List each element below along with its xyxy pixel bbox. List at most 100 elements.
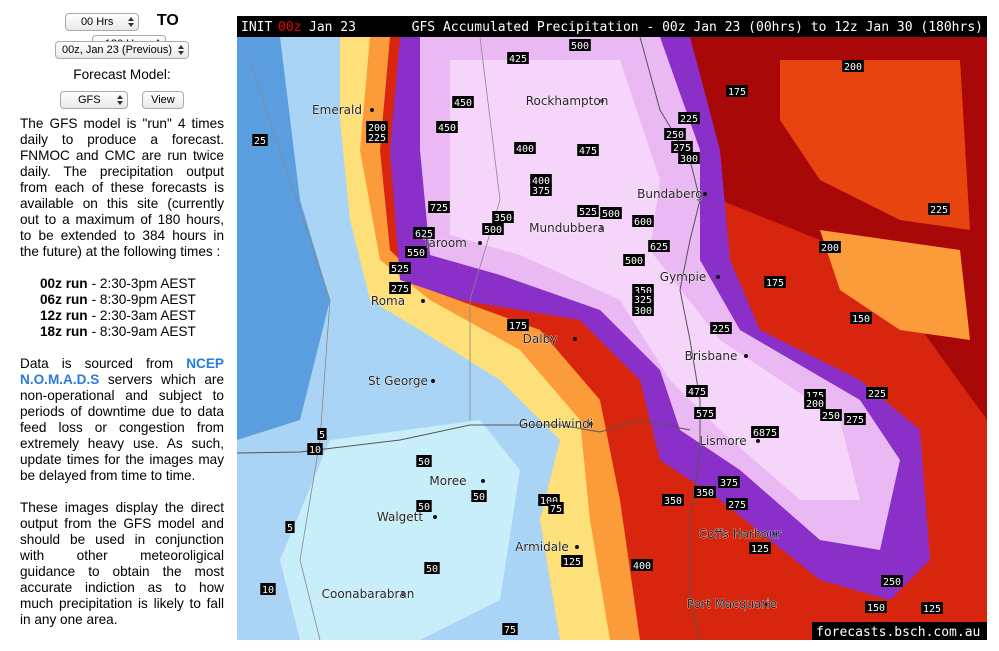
place-dot <box>370 108 374 112</box>
run-name: 00z run <box>40 276 88 291</box>
contour-label: 300 <box>634 306 652 317</box>
contour-label: 225 <box>712 324 730 335</box>
run-time: 06z run - 8:30-9pm AEST <box>40 292 224 308</box>
contour-label: 250 <box>666 130 684 141</box>
contour-label: 50 <box>473 492 485 503</box>
contour-label-bg <box>413 227 435 239</box>
contour-label: 575 <box>696 409 714 420</box>
view-button[interactable]: View <box>142 91 184 109</box>
contour-label: 200 <box>821 243 839 254</box>
contour-label-bg <box>928 203 950 215</box>
contour-label: 5 <box>319 430 325 441</box>
contour-label-bg <box>502 623 518 635</box>
place-dot <box>478 241 482 245</box>
run-value: 00z, Jan 23 (Previous) <box>61 44 173 56</box>
precip-band <box>820 230 970 340</box>
contour-label-bg <box>530 184 552 196</box>
contour-label: 350 <box>494 213 512 224</box>
credit-bg <box>812 622 987 640</box>
contour-label: 250 <box>822 411 840 422</box>
contour-label-bg <box>577 144 599 156</box>
contour-label-bg <box>492 211 514 223</box>
contour-label: 75 <box>550 504 562 515</box>
contour-label: 500 <box>602 209 620 220</box>
contour-label-bg <box>436 121 458 133</box>
contour-label-bg <box>865 601 887 613</box>
run-time-text: - 2:30-3am AEST <box>91 308 196 323</box>
contour-label: 375 <box>532 186 550 197</box>
select-arrow <box>128 17 135 27</box>
contour-label-bg <box>866 387 888 399</box>
map-header <box>237 16 987 37</box>
from-value: 00 Hrs <box>80 16 114 28</box>
contour-label: 350 <box>696 488 714 499</box>
run-time: 12z run - 2:30-3am AEST <box>40 308 224 324</box>
init-date: Jan 23 <box>309 20 356 35</box>
contour-label: 25 <box>254 136 266 147</box>
contour-label: 50 <box>418 502 430 513</box>
contour-label-bg <box>648 240 670 252</box>
contour-label-bg <box>317 428 327 440</box>
contour-label: 450 <box>454 98 472 109</box>
place-dot <box>589 422 593 426</box>
place-dot <box>600 99 604 103</box>
place-name: Roma <box>371 294 405 308</box>
source-link[interactable]: NCEP N.O.M.A.D.S <box>20 356 224 387</box>
run-select[interactable]: 00z, Jan 23 (Previous) <box>54 41 190 59</box>
contour-label-bg <box>416 455 432 467</box>
precip-band <box>450 60 860 500</box>
place-dot <box>573 337 577 341</box>
contour-label: 425 <box>509 54 527 65</box>
contour-label-bg <box>366 131 388 143</box>
run-time-text: - 8:30-9pm AEST <box>91 292 196 307</box>
contour-label: 300 <box>680 154 698 165</box>
contour-label-bg <box>694 486 716 498</box>
contour-label-bg <box>389 282 411 294</box>
run-time: 00z run - 2:30-3pm AEST <box>40 276 224 292</box>
contour-label-bg <box>662 494 684 506</box>
model-label: Forecast Model: <box>73 67 171 82</box>
place-name: Bundaberg <box>637 187 703 201</box>
contour-label-bg <box>850 312 872 324</box>
contour-label: 400 <box>532 176 550 187</box>
map-title: GFS Accumulated Precipitation - 00z Jan … <box>412 20 983 35</box>
place-name: St George <box>368 374 428 388</box>
place-dot <box>481 479 485 483</box>
run-name: 06z run <box>40 292 88 307</box>
place-dot <box>756 439 760 443</box>
place-name: Coffs Harbour <box>699 527 782 541</box>
contour-label: 200 <box>368 123 386 134</box>
contour-label: 50 <box>426 564 438 575</box>
contour-label: 550 <box>407 248 425 259</box>
place-name: Mundubbera <box>529 221 605 235</box>
place-dot <box>431 379 435 383</box>
contour-label: 150 <box>852 314 870 325</box>
contour-label-bg <box>366 121 388 133</box>
contour-label-bg <box>718 476 740 488</box>
place-name: Taroom <box>422 236 467 250</box>
place-name: Moree <box>429 474 466 488</box>
from-select[interactable]: 00 Hrs <box>65 13 140 31</box>
contour-label: 525 <box>391 264 409 275</box>
contour-label: 625 <box>415 229 433 240</box>
contour-label-bg <box>389 262 411 274</box>
place-dot <box>600 226 604 230</box>
model-value: GFS <box>77 94 101 106</box>
contour-label: 10 <box>262 585 274 596</box>
contour-label: 6875 <box>753 428 777 439</box>
place-dot <box>433 515 437 519</box>
contour-label-bg <box>405 246 427 258</box>
model-select[interactable]: GFS <box>60 91 129 109</box>
district-border <box>469 36 501 420</box>
contour-label: 500 <box>625 256 643 267</box>
contour-label-bg <box>577 205 599 217</box>
contour-label-bg <box>260 583 276 595</box>
place-dot <box>703 192 707 196</box>
contour-label-bg <box>751 426 779 438</box>
contour-label: 450 <box>438 123 456 134</box>
run-row: 00z, Jan 23 (Previous) <box>20 38 224 60</box>
hour-range: 00 Hrs TO 180 Hrs <box>20 10 224 53</box>
contour-label: 400 <box>633 561 651 572</box>
contour-label: 175 <box>766 278 784 289</box>
